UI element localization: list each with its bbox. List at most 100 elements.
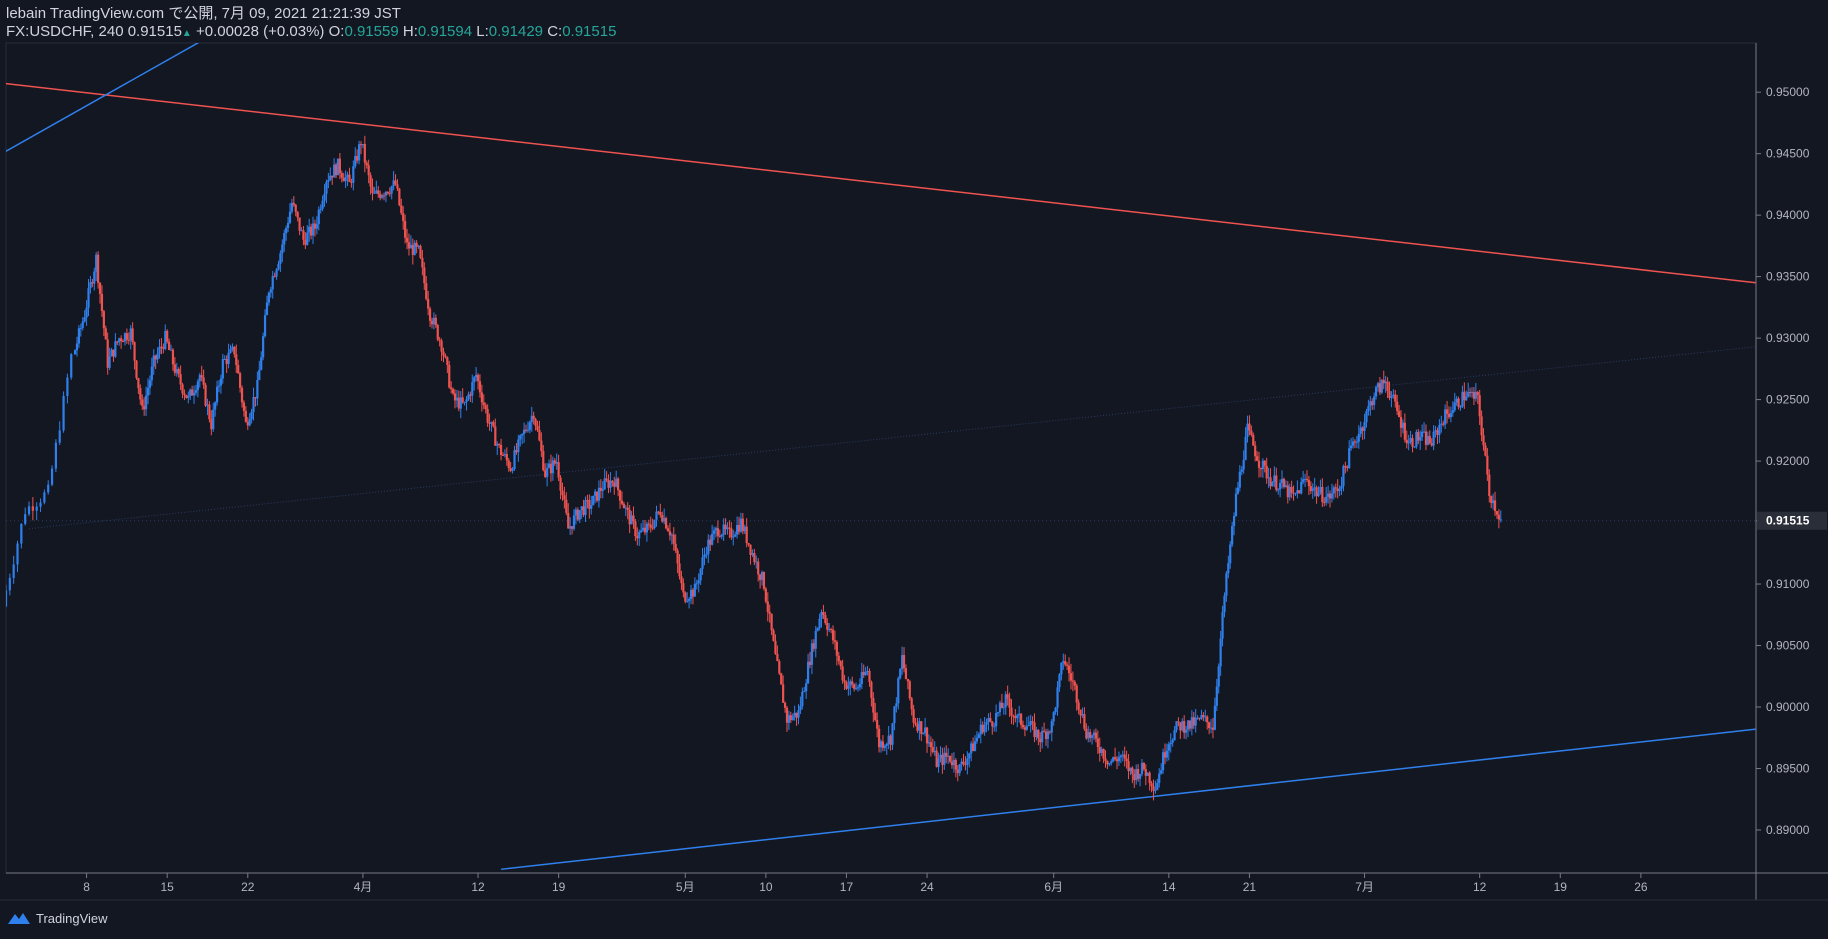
candle-body	[743, 526, 746, 532]
candle-body	[1140, 762, 1144, 774]
candle-body	[100, 293, 104, 312]
candle-body	[912, 709, 915, 723]
candle-body	[1231, 525, 1234, 545]
candle-body	[1311, 488, 1314, 492]
candle-body	[1138, 773, 1142, 779]
candle-body	[1160, 770, 1163, 774]
candle-body	[954, 759, 957, 770]
candle-body	[357, 144, 361, 161]
candle-body	[106, 339, 109, 368]
candle-body	[382, 195, 386, 197]
candle-body	[1002, 707, 1005, 709]
candle-body	[805, 683, 808, 692]
candle-body	[1449, 413, 1453, 418]
candle-body	[262, 336, 265, 358]
candle-body	[703, 554, 706, 558]
y-tick-label: 0.89500	[1766, 761, 1810, 775]
candle-body	[806, 661, 810, 684]
candle-body	[822, 612, 825, 615]
candle-body	[461, 397, 464, 403]
candle-body	[897, 678, 900, 704]
candle-body	[486, 409, 489, 423]
candle-body	[686, 600, 689, 602]
candle-body	[6, 590, 8, 607]
candle-body	[901, 654, 904, 670]
candle-body	[1100, 748, 1103, 753]
candle-body	[701, 557, 704, 569]
candle-body	[475, 374, 478, 378]
candle-body	[730, 528, 733, 538]
candle-body	[121, 341, 125, 343]
candle-body	[73, 350, 77, 355]
candle-body	[392, 180, 395, 187]
footer[interactable]: TradingView	[6, 910, 108, 926]
candle-body	[1023, 727, 1027, 730]
candle-body	[430, 320, 434, 325]
candle-body	[613, 482, 616, 487]
candle-body	[647, 523, 650, 525]
candle-body	[177, 368, 180, 375]
candle-body	[605, 478, 608, 481]
candle-body	[1219, 638, 1222, 667]
y-tick-label: 0.92000	[1766, 454, 1810, 468]
candle-body	[799, 706, 802, 711]
candle-body	[302, 230, 305, 240]
candle-body	[1121, 754, 1124, 756]
candle-body	[204, 384, 207, 406]
candle-body	[171, 349, 175, 365]
candle-body	[636, 536, 639, 539]
candle-body	[427, 298, 430, 309]
candle-body	[918, 721, 921, 731]
candle-body	[1482, 435, 1485, 446]
candle-body	[451, 389, 455, 394]
candle-body	[371, 186, 374, 194]
candle-body	[219, 378, 223, 386]
candle-body	[1328, 493, 1332, 499]
candle-body	[223, 359, 226, 361]
candle-body	[1484, 445, 1487, 456]
candle-body	[1355, 441, 1358, 443]
candle-body	[1246, 423, 1249, 437]
candle-body	[601, 489, 604, 491]
candle-body	[676, 550, 679, 564]
candle-body	[97, 254, 100, 283]
candle-body	[1275, 475, 1278, 490]
candle-body	[1238, 471, 1241, 488]
candle-body	[1298, 490, 1301, 494]
candle-body	[1150, 783, 1153, 787]
candle-body	[379, 194, 382, 198]
candle-body	[1267, 477, 1270, 479]
candle-body	[1052, 711, 1055, 722]
candle-body	[538, 430, 541, 441]
candle-body	[244, 410, 247, 422]
candle-body	[1342, 466, 1345, 486]
candle-body	[920, 721, 923, 734]
candle-body	[292, 202, 295, 205]
candle-body	[402, 213, 405, 222]
candle-body	[83, 317, 86, 322]
candle-body	[81, 321, 84, 328]
candle-body	[263, 315, 267, 337]
candle-body	[1399, 417, 1403, 428]
candle-body	[1359, 427, 1362, 435]
candle-body	[1313, 487, 1316, 489]
candle-body	[499, 444, 503, 455]
candle-body	[1438, 424, 1441, 435]
candle-body	[1127, 761, 1130, 772]
candle-body	[488, 422, 491, 424]
candle-body	[866, 670, 869, 672]
candle-body	[1196, 717, 1199, 719]
candle-body	[1221, 612, 1224, 639]
candle-body	[801, 691, 804, 707]
candle-body	[375, 190, 378, 193]
candle-body	[1394, 394, 1397, 402]
candle-body	[820, 612, 823, 619]
candle-body	[576, 509, 579, 520]
candle-body	[841, 666, 844, 681]
close-value: 0.91515	[562, 23, 617, 40]
candle-body	[1037, 729, 1040, 739]
candle-body	[678, 563, 681, 577]
candle-body	[929, 742, 932, 748]
candle-body	[902, 654, 906, 669]
